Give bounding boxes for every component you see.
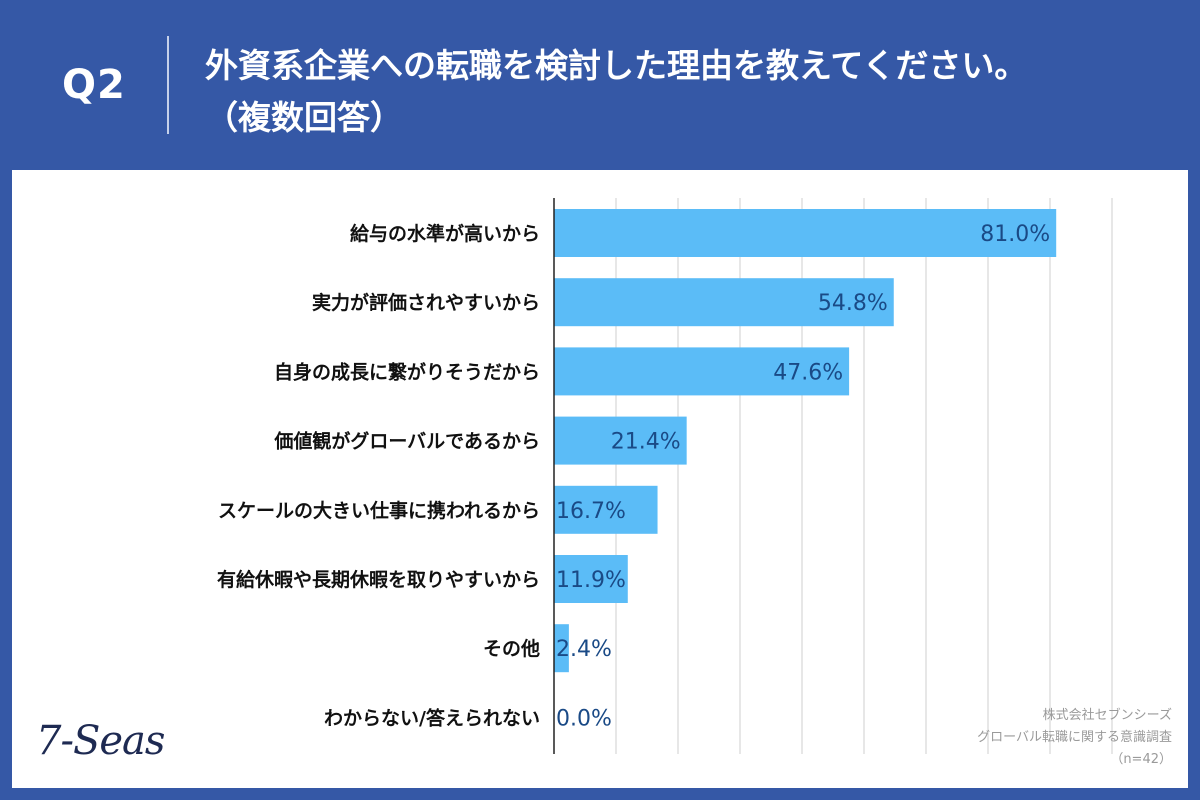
category-label: 給与の水準が高いから xyxy=(350,222,540,245)
source-survey: グローバル転職に関する意識調査 xyxy=(977,730,1172,745)
bar xyxy=(554,485,658,534)
category-label: 自身の成長に繋がりそうだから xyxy=(274,360,540,383)
bar xyxy=(554,624,569,673)
category-label: 実力が評価されやすいから xyxy=(312,291,540,314)
question-header: Q2 外資系企業への転職を検討した理由を教えてください。 （複数回答） xyxy=(0,0,1200,170)
category-label: わからない/答えられない xyxy=(324,706,540,729)
question-number: Q2 xyxy=(62,62,126,108)
source-sample-size: （n=42） xyxy=(1110,752,1172,767)
bar xyxy=(554,555,628,603)
category-label: 価値観がグローバルであるから xyxy=(273,430,540,453)
brand-logo: 7-Seas xyxy=(36,718,165,764)
value-label: 0.0% xyxy=(556,706,612,731)
chart-panel: 給与の水準が高いから 81.0% 実力が評価されやすいから 54.8% 自身の成長に繋が… xyxy=(12,170,1188,788)
question-title-line1: 外資系企業への転職を検討した理由を教えてください。 xyxy=(205,46,1028,85)
value-label: 54.8% xyxy=(818,291,888,316)
category-label: その他 xyxy=(483,637,540,660)
bar xyxy=(554,416,687,465)
source-note: 株式会社セブンシーズ グローバル転職に関する意識調査 （n=42） xyxy=(977,705,1172,771)
question-title: 外資系企業への転職を検討した理由を教えてください。 （複数回答） xyxy=(205,40,1027,144)
bar-chart: 給与の水準が高いから 81.0% 実力が評価されやすいから 54.8% 自身の成長に繋が… xyxy=(217,198,1113,754)
value-label: 21.4% xyxy=(611,430,681,455)
question-title-line2: （複数回答） xyxy=(205,98,403,137)
value-label: 47.6% xyxy=(773,360,843,385)
value-label: 81.0% xyxy=(980,222,1050,247)
bar xyxy=(554,209,1057,257)
category-label: スケールの大きい仕事に携われるから xyxy=(218,499,540,522)
category-label: 有給休暇や長期休暇を取りやすいから xyxy=(217,568,540,591)
header-divider xyxy=(167,36,169,134)
bar xyxy=(554,347,850,396)
bar xyxy=(554,278,894,327)
value-label: 16.7% xyxy=(556,499,626,524)
value-label: 11.9% xyxy=(556,568,626,593)
value-label: 2.4% xyxy=(556,637,612,662)
source-company: 株式会社セブンシーズ xyxy=(1042,708,1172,723)
